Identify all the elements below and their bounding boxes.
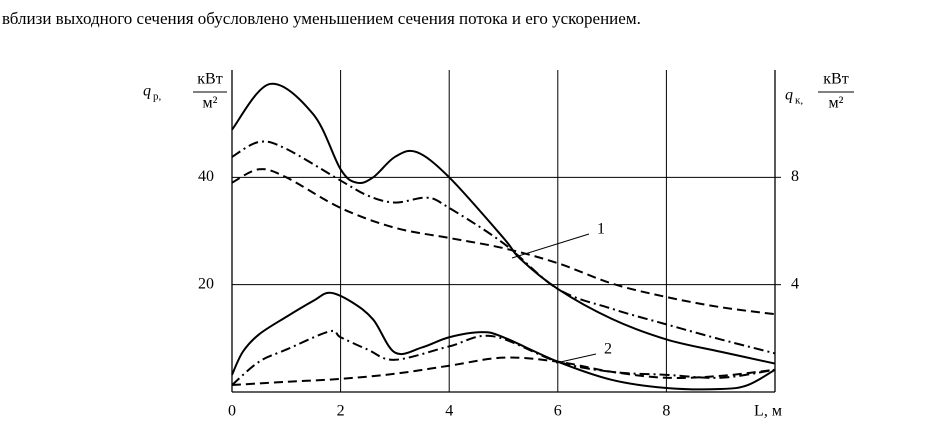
y-label-subscript: р, [153,91,162,103]
annotation: 1 [597,221,605,238]
y2-label-subscript: к, [795,95,803,107]
x-tick-label: 2 [337,403,345,420]
y-label-numerator: кВт [197,71,222,88]
series-line [231,329,776,386]
y2-label-symbol: q [785,87,793,104]
series-line [231,356,776,387]
x-tick-label: 0 [228,403,236,420]
y-tick-label: 40 [198,168,214,185]
series-line [231,291,776,391]
x-axis-label: L, м [754,403,782,420]
y2-tick-label: 8 [791,168,799,185]
x-tick-label: 4 [445,403,453,420]
x-tick-label: 8 [662,403,670,420]
y-label-symbol: q [143,83,151,100]
y2-label-numerator: кВт [823,71,848,88]
y2-label-denominator: м² [829,95,844,112]
series-line [231,140,776,355]
leader-line [511,233,590,259]
series-line [231,82,776,365]
annotation: 2 [604,341,612,358]
caption: вблизи выходного сечения обусловлено уме… [2,9,641,28]
y-tick-label: 20 [198,275,214,292]
y2-tick-label: 4 [791,275,799,292]
x-tick-label: 6 [554,403,562,420]
series-line [231,168,776,316]
leader-line [555,353,597,364]
y-label-denominator: м² [203,95,218,112]
